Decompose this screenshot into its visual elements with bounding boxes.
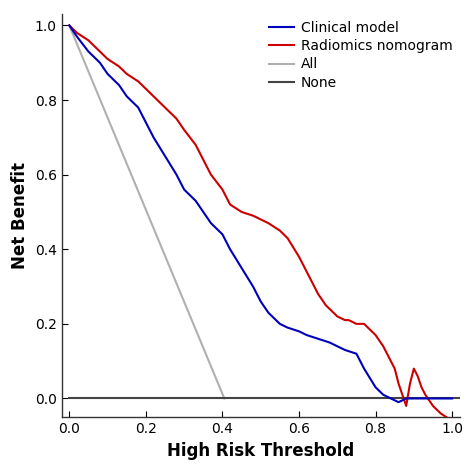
X-axis label: High Risk Threshold: High Risk Threshold (167, 442, 355, 459)
Y-axis label: Net Benefit: Net Benefit (11, 162, 29, 269)
Legend: Clinical model, Radiomics nomogram, All, None: Clinical model, Radiomics nomogram, All,… (269, 21, 453, 90)
